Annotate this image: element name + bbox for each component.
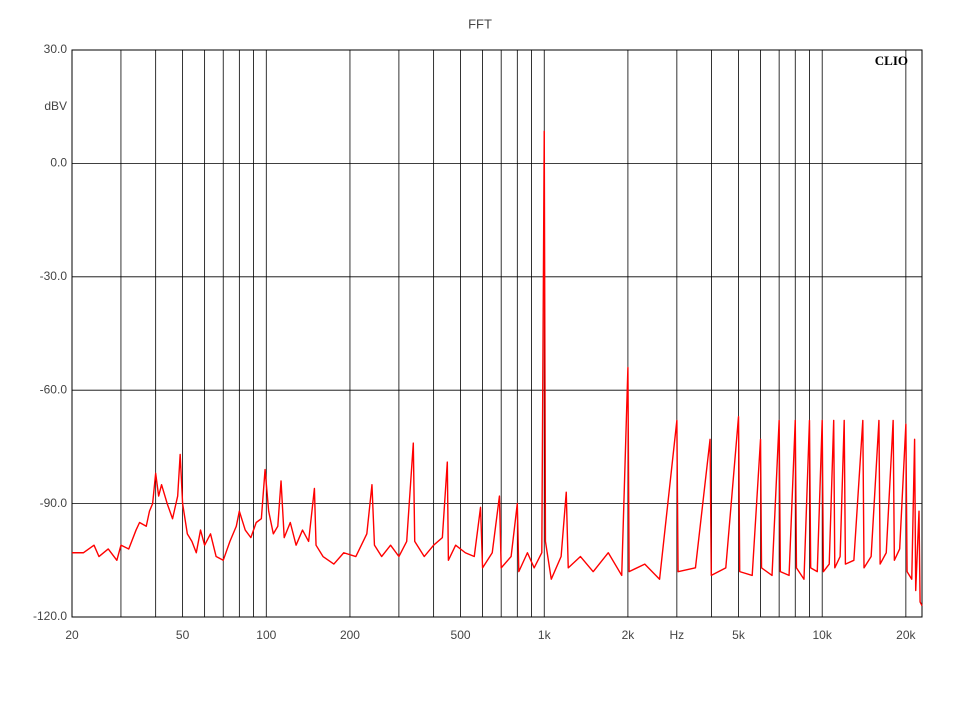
x-tick-label: 500	[451, 628, 471, 642]
y-axis-label: dBV	[44, 99, 67, 113]
y-tick-label: 30.0	[44, 42, 68, 56]
y-tick-label: -120.0	[33, 609, 67, 623]
x-tick-label: 20k	[896, 628, 916, 642]
x-tick-label: 10k	[813, 628, 833, 642]
y-tick-label: -30.0	[40, 269, 68, 283]
x-tick-label: 5k	[732, 628, 746, 642]
y-tick-label: -60.0	[40, 382, 68, 396]
chart-title: FFT	[468, 16, 492, 31]
y-tick-label: -90.0	[40, 496, 68, 510]
x-tick-label: 20	[65, 628, 79, 642]
plot-frame	[71, 49, 923, 618]
spectrum-line	[72, 130, 923, 606]
x-tick-label: 200	[340, 628, 360, 642]
x-tick-label: 1k	[538, 628, 552, 642]
x-tick-label: Hz	[670, 628, 685, 642]
y-tick-label: 0.0	[50, 156, 67, 170]
x-tick-label: 2k	[622, 628, 636, 642]
x-tick-label: 100	[256, 628, 276, 642]
badge: CLIO	[875, 53, 908, 68]
x-tick-label: 50	[176, 628, 190, 642]
